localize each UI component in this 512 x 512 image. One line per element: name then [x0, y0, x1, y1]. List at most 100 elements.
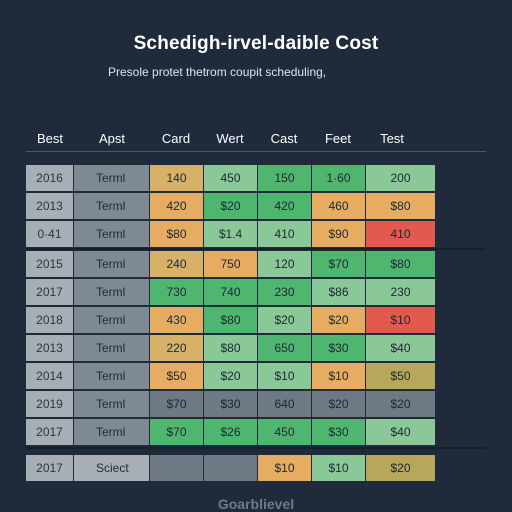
table-row: 2013 Terml 220 $80 650 $30 $40: [26, 335, 486, 361]
column-header-best[interactable]: Best: [36, 131, 63, 146]
value-cell[interactable]: 410: [366, 221, 436, 247]
summary-value-cell[interactable]: [150, 455, 204, 481]
year-cell[interactable]: 2017: [26, 419, 74, 445]
summary-value-cell[interactable]: $20: [366, 455, 436, 481]
table-row: 2014 Terml $50 $20 $10 $10 $50: [26, 363, 486, 389]
summary-year-cell[interactable]: 2017: [26, 455, 74, 481]
value-cell[interactable]: $10: [258, 363, 312, 389]
term-cell[interactable]: Terml: [74, 193, 150, 219]
year-cell[interactable]: 2019: [26, 391, 74, 417]
value-cell[interactable]: $70: [150, 391, 204, 417]
summary-row: 2017 Sciect Nev $10 $10 $20: [26, 455, 486, 501]
value-cell[interactable]: $30: [204, 391, 258, 417]
summary-divider: [26, 447, 486, 449]
year-cell[interactable]: 2014: [26, 363, 74, 389]
page-title: Schedigh-irvel-daible Cost: [133, 33, 379, 54]
value-cell[interactable]: $80: [204, 335, 258, 361]
value-cell[interactable]: 230: [366, 279, 436, 305]
value-cell[interactable]: $40: [366, 335, 436, 361]
footer-label: Goarblievel: [217, 496, 295, 512]
page-subtitle: Presole protet thetrom coupit scheduling…: [108, 65, 327, 79]
term-cell[interactable]: Terml: [74, 221, 150, 247]
summary-value-cell[interactable]: $10: [258, 455, 312, 481]
year-cell[interactable]: 2013: [26, 193, 74, 219]
value-cell[interactable]: 730: [150, 279, 204, 305]
value-cell[interactable]: 150: [258, 165, 312, 191]
value-cell[interactable]: $80: [204, 307, 258, 333]
year-cell[interactable]: 2015: [26, 251, 74, 277]
value-cell[interactable]: $20: [366, 391, 436, 417]
header-divider: [26, 151, 486, 152]
term-cell[interactable]: Terml: [74, 307, 150, 333]
value-cell[interactable]: 460: [312, 193, 366, 219]
value-cell[interactable]: 240: [150, 251, 204, 277]
value-cell[interactable]: 1·60: [312, 165, 366, 191]
year-cell[interactable]: 2017: [26, 279, 74, 305]
value-cell[interactable]: 230: [258, 279, 312, 305]
value-cell[interactable]: $10: [366, 307, 436, 333]
value-cell[interactable]: $70: [312, 251, 366, 277]
value-cell[interactable]: $30: [312, 335, 366, 361]
value-cell[interactable]: $20: [258, 307, 312, 333]
term-cell[interactable]: Terml: [74, 363, 150, 389]
table-row: 2013 Terml 420 $20 420 460 $80: [26, 193, 486, 219]
table-row: 0·41 Terml $80 $1.4 410 $90 410: [26, 221, 486, 247]
column-header-wert[interactable]: Wert: [216, 131, 244, 146]
value-cell[interactable]: $70: [150, 419, 204, 445]
column-header-cast[interactable]: Cast: [270, 131, 298, 146]
value-cell[interactable]: 220: [150, 335, 204, 361]
value-cell[interactable]: 640: [258, 391, 312, 417]
value-cell[interactable]: $50: [366, 363, 436, 389]
value-cell[interactable]: 750: [204, 251, 258, 277]
term-cell[interactable]: Terml: [74, 251, 150, 277]
value-cell[interactable]: $80: [366, 193, 436, 219]
value-cell[interactable]: $90: [312, 221, 366, 247]
value-cell[interactable]: $86: [312, 279, 366, 305]
column-header-feet[interactable]: Feet: [324, 131, 351, 146]
value-cell[interactable]: $80: [150, 221, 204, 247]
value-cell[interactable]: 410: [258, 221, 312, 247]
value-cell[interactable]: $30: [312, 419, 366, 445]
value-cell[interactable]: 420: [150, 193, 204, 219]
value-cell[interactable]: $50: [150, 363, 204, 389]
value-cell[interactable]: $20: [204, 363, 258, 389]
summary-value-cell[interactable]: $10: [312, 455, 366, 481]
table-row: 2017 Terml 730 740 230 $86 230: [26, 279, 486, 305]
summary-select-cell[interactable]: Sciect Nev: [74, 455, 150, 501]
term-cell[interactable]: Terml: [74, 279, 150, 305]
value-cell[interactable]: $20: [204, 193, 258, 219]
year-cell[interactable]: 2018: [26, 307, 74, 333]
value-cell[interactable]: $26: [204, 419, 258, 445]
year-cell[interactable]: 2016: [26, 165, 74, 191]
value-cell[interactable]: 450: [204, 165, 258, 191]
value-cell[interactable]: $80: [366, 251, 436, 277]
table-row: 2017 Terml $70 $26 450 $30 $40: [26, 419, 486, 445]
value-cell[interactable]: $40: [366, 419, 436, 445]
column-header-card[interactable]: Card: [161, 131, 191, 146]
value-cell[interactable]: $20: [312, 391, 366, 417]
value-cell[interactable]: 200: [366, 165, 436, 191]
summary-value-cell[interactable]: [204, 455, 258, 481]
column-header-test[interactable]: Test: [380, 131, 404, 146]
section-divider: [26, 248, 486, 250]
term-cell[interactable]: Terml: [74, 165, 150, 191]
value-cell[interactable]: 430: [150, 307, 204, 333]
table-row: 2019 Terml $70 $30 640 $20 $20: [26, 391, 486, 417]
value-cell[interactable]: $10: [312, 363, 366, 389]
value-cell[interactable]: 420: [258, 193, 312, 219]
value-cell[interactable]: $20: [312, 307, 366, 333]
value-cell[interactable]: 120: [258, 251, 312, 277]
term-cell[interactable]: Terml: [74, 391, 150, 417]
column-header-apst[interactable]: Apst: [98, 131, 125, 146]
term-cell[interactable]: Terml: [74, 419, 150, 445]
year-cell[interactable]: 2013: [26, 335, 74, 361]
term-cell[interactable]: Terml: [74, 335, 150, 361]
value-cell[interactable]: 740: [204, 279, 258, 305]
value-cell[interactable]: 450: [258, 419, 312, 445]
table-row: 2015 Terml 240 750 120 $70 $80: [26, 251, 486, 277]
year-cell[interactable]: 0·41: [26, 221, 74, 247]
table-row: 2016 Terml 140 450 150 1·60 200: [26, 165, 486, 191]
value-cell[interactable]: $1.4: [204, 221, 258, 247]
value-cell[interactable]: 650: [258, 335, 312, 361]
value-cell[interactable]: 140: [150, 165, 204, 191]
